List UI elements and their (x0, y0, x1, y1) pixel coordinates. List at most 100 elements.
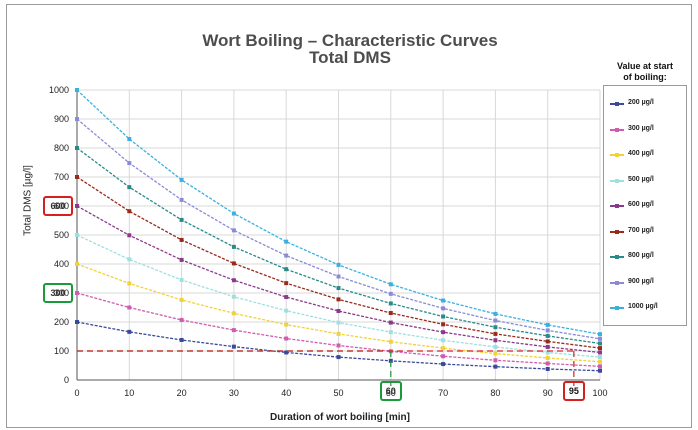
data-point (284, 239, 289, 244)
legend-item: 700 µg/l (610, 226, 686, 238)
legend-item: 600 µg/l (610, 200, 686, 212)
data-point (336, 355, 341, 360)
legend-title-line-2: of boiling: (623, 72, 667, 82)
data-point (127, 329, 132, 334)
data-point (127, 185, 132, 190)
data-point (284, 281, 289, 286)
data-point (388, 282, 393, 287)
data-point (75, 320, 79, 324)
data-point (75, 175, 79, 179)
data-point (336, 274, 341, 279)
y-tick-label: 1000 (49, 85, 69, 95)
data-point (179, 237, 184, 242)
data-point (284, 336, 289, 341)
annotation-box: 95 (562, 381, 585, 401)
legend-item: 200 µg/l (610, 98, 686, 110)
x-tick-label: 90 (543, 388, 553, 398)
data-point (284, 350, 289, 355)
data-point (75, 262, 79, 266)
data-point (75, 146, 79, 150)
legend: 200 µg/l 300 µg/l 400 µg/l 500 µg/l 600 µg/l… (603, 85, 687, 326)
data-point (493, 325, 498, 330)
data-point (493, 358, 498, 363)
data-point (284, 267, 289, 272)
data-point (441, 362, 446, 367)
y-axis-label: Total DMS [µg/l] (22, 165, 34, 236)
data-point (284, 295, 289, 300)
data-point (179, 277, 184, 282)
data-point (336, 308, 341, 313)
data-point (231, 278, 236, 283)
y-tick-label: 0 (64, 375, 69, 385)
data-point (231, 228, 236, 233)
data-point (179, 217, 184, 222)
data-point (231, 344, 236, 349)
x-tick-label: 30 (229, 388, 239, 398)
data-point (336, 297, 341, 302)
data-point (545, 361, 550, 366)
data-point (127, 161, 132, 166)
data-point (388, 320, 393, 325)
x-tick-label: 10 (124, 388, 134, 398)
legend-item: 800 µg/l (610, 251, 686, 263)
data-point (127, 281, 132, 286)
data-point (598, 359, 602, 364)
x-tick-label: 40 (281, 388, 291, 398)
y-tick-label: 800 (54, 143, 69, 153)
legend-label: 300 µg/l (628, 124, 654, 132)
legend-label: 400 µg/l (628, 150, 654, 157)
data-point (231, 328, 236, 333)
data-point (75, 291, 79, 295)
data-point (441, 298, 446, 303)
legend-swatch (610, 102, 624, 106)
legend-label: 900 µg/l (628, 277, 654, 285)
data-point (493, 364, 498, 369)
y-tick-label: 600 (54, 201, 69, 211)
data-point (179, 197, 184, 202)
y-tick-label: 400 (54, 259, 69, 269)
x-axis-label: Duration of wort boiling [min] (270, 412, 410, 423)
legend-item: 900 µg/l (610, 277, 686, 289)
data-point (231, 294, 236, 299)
legend-swatch (610, 280, 624, 285)
data-point (284, 253, 289, 258)
y-tick-label: 300 (54, 288, 69, 298)
x-tick-label: 70 (438, 388, 448, 398)
data-point (493, 344, 498, 349)
data-point (545, 328, 550, 333)
y-tick-label: 500 (54, 230, 69, 240)
data-point (545, 366, 550, 371)
legend-label: 800 µg/l (628, 252, 654, 259)
data-point (441, 306, 446, 311)
data-point (179, 337, 184, 342)
annotation-box: 300 (43, 283, 73, 303)
data-point (441, 346, 446, 351)
data-point (388, 330, 393, 335)
data-point (127, 233, 132, 238)
data-point (493, 338, 498, 343)
legend-title-line-1: Value at start (616, 61, 674, 71)
data-point (388, 311, 393, 316)
data-point (179, 177, 184, 182)
legend-swatch (610, 153, 624, 157)
data-point (388, 339, 393, 344)
x-tick-label: 60 (386, 388, 396, 398)
data-point (441, 322, 446, 327)
legend-swatch (610, 204, 624, 208)
data-point (441, 338, 446, 343)
data-point (545, 333, 550, 338)
data-point (336, 320, 341, 325)
data-point (231, 244, 236, 249)
data-point (127, 137, 132, 142)
data-point (441, 354, 446, 359)
legend-item: 1000 µg/l (610, 302, 686, 314)
data-point (284, 322, 289, 327)
data-point (598, 336, 602, 341)
legend-item: 500 µg/l (610, 175, 686, 187)
data-point (336, 262, 341, 267)
legend-item: 300 µg/l (610, 124, 686, 136)
data-point (493, 331, 498, 336)
series-line (76, 205, 601, 354)
data-point (598, 332, 602, 337)
